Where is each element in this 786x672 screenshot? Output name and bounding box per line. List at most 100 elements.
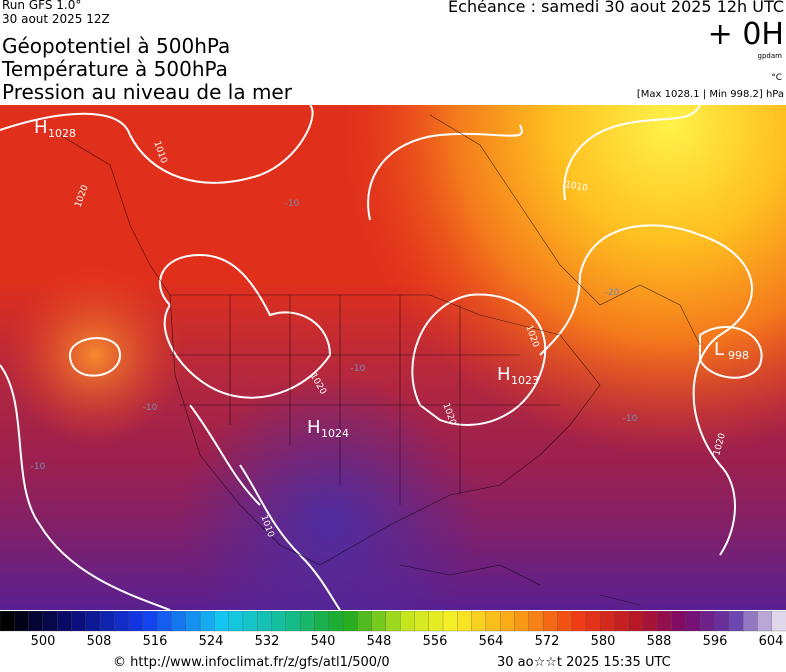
colorbar-swatch: [285, 611, 301, 632]
colorbar-swatch: [28, 611, 44, 632]
colorbar-label: 604: [758, 634, 784, 649]
colorbar-swatch: [0, 611, 15, 632]
temperature-label: -10: [351, 364, 366, 374]
footer-source: © http://www.infoclimat.fr/z/gfs/atl1/50…: [113, 655, 390, 670]
colorbar-swatch: [14, 611, 30, 632]
colorbar-swatch: [557, 611, 573, 632]
colorbar-label: 524: [198, 634, 224, 649]
colorbar-label: 556: [422, 634, 448, 649]
center-letter: H: [307, 417, 321, 438]
colorbar-label: 532: [254, 634, 280, 649]
colorbar-swatch: [485, 611, 501, 632]
temperature-label: -10: [285, 199, 300, 209]
temperature-label: -10: [623, 414, 638, 424]
colorbar-swatch: [228, 611, 244, 632]
colorbar-swatch: [742, 611, 759, 632]
colorbar-label: 508: [86, 634, 112, 649]
colorbar-swatch: [514, 611, 530, 632]
colorbar-swatch: [457, 611, 473, 632]
isobar-label: 1010: [564, 180, 589, 194]
center-value: 1024: [321, 427, 349, 440]
colorbar-swatch: [71, 611, 87, 632]
colorbar-swatch: [642, 611, 659, 632]
colorbar-swatch: [57, 611, 73, 632]
center-letter: L: [714, 339, 724, 360]
colorbar: [0, 611, 786, 632]
colorbar-swatch: [257, 611, 273, 632]
colorbar-swatch: [700, 611, 716, 632]
colorbar-swatch: [528, 611, 544, 632]
colorbar-swatch: [328, 611, 344, 632]
colorbar-swatch: [571, 611, 587, 632]
run: Run GFS 1.0°: [2, 0, 82, 12]
colorbar-swatch: [42, 611, 58, 632]
colorbar-label: 588: [646, 634, 672, 649]
colorbar-swatch: [585, 611, 601, 632]
colorbar-swatch: [757, 611, 773, 632]
colorbar-swatch: [414, 611, 430, 632]
title: Température à 500hPa: [2, 57, 228, 81]
colorbar-swatch: [771, 611, 786, 632]
colorbar-label: 540: [310, 634, 336, 649]
colorbar-swatch: [399, 611, 416, 632]
colorbar-swatch: [442, 611, 458, 632]
title: Géopotentiel à 500hPa: [2, 34, 231, 58]
echeance: Echéance : samedi 30 aout 2025 12h UTC: [448, 0, 784, 16]
colorbar-swatch: [342, 611, 358, 632]
colorbar-swatch: [357, 611, 373, 632]
offset: + 0H: [707, 17, 784, 52]
center-value: 998: [728, 349, 749, 362]
colorbar-swatch: [542, 611, 558, 632]
colorbar-swatch: [728, 611, 744, 632]
colorbar-swatch: [628, 611, 644, 632]
center-letter: H: [34, 117, 48, 138]
colorbar-label: 596: [702, 634, 728, 649]
colorbar-swatch: [385, 611, 401, 632]
colorbar-swatch: [685, 611, 701, 632]
center-value: 1023: [511, 374, 539, 387]
colorbar-label: 572: [534, 634, 560, 649]
colorbar-swatch: [157, 611, 173, 632]
center-value: 1028: [48, 127, 76, 140]
pressure-range: [Max 1028.1 | Min 998.2] hPa: [636, 89, 784, 100]
colorbar-swatch: [714, 611, 730, 632]
colorbar-swatch: [271, 611, 287, 632]
colorbar-swatch: [614, 611, 630, 632]
colorbar-swatch: [671, 611, 687, 632]
colorbar-swatch: [600, 611, 616, 632]
colorbar-swatch: [142, 611, 158, 632]
colorbar-swatch: [299, 611, 316, 632]
colorbar-swatch: [199, 611, 216, 632]
colorbar-swatch: [214, 611, 230, 632]
colorbar-swatch: [500, 611, 516, 632]
run-date: 30 aout 2025 12Z: [2, 12, 110, 26]
colorbar-swatch: [114, 611, 130, 632]
colorbar-swatch: [371, 611, 387, 632]
colorbar-label: 580: [590, 634, 616, 649]
colorbar-swatch: [428, 611, 444, 632]
colorbar-label: 500: [30, 634, 56, 649]
colorbar-swatch: [85, 611, 101, 632]
colorbar-swatch: [171, 611, 187, 632]
colorbar-labels: 500 508 516 524 532 540 548 556 564 572 580 588 596 6…: [0, 634, 786, 654]
colorbar-swatch: [314, 611, 330, 632]
footer-generated: 30 ao☆☆t 2025 15:35 UTC: [497, 655, 671, 670]
colorbar-swatch: [185, 611, 201, 632]
colorbar-label: 548: [366, 634, 392, 649]
title: Pression au niveau de la mer: [2, 80, 292, 104]
temperature-label: -10: [31, 462, 46, 472]
colorbar-swatch: [99, 611, 115, 632]
colorbar-label: 516: [142, 634, 168, 649]
temp-unit: °C: [771, 73, 782, 83]
colorbar-swatch: [128, 611, 144, 632]
temperature-label: -20: [605, 288, 620, 298]
offset-unit: gpdam: [757, 52, 782, 60]
temperature-label: -10: [143, 403, 158, 413]
colorbar-label: 564: [478, 634, 504, 649]
colorbar-swatch: [242, 611, 258, 632]
colorbar-swatch: [471, 611, 487, 632]
colorbar-swatch: [657, 611, 673, 632]
center-letter: H: [497, 364, 511, 385]
